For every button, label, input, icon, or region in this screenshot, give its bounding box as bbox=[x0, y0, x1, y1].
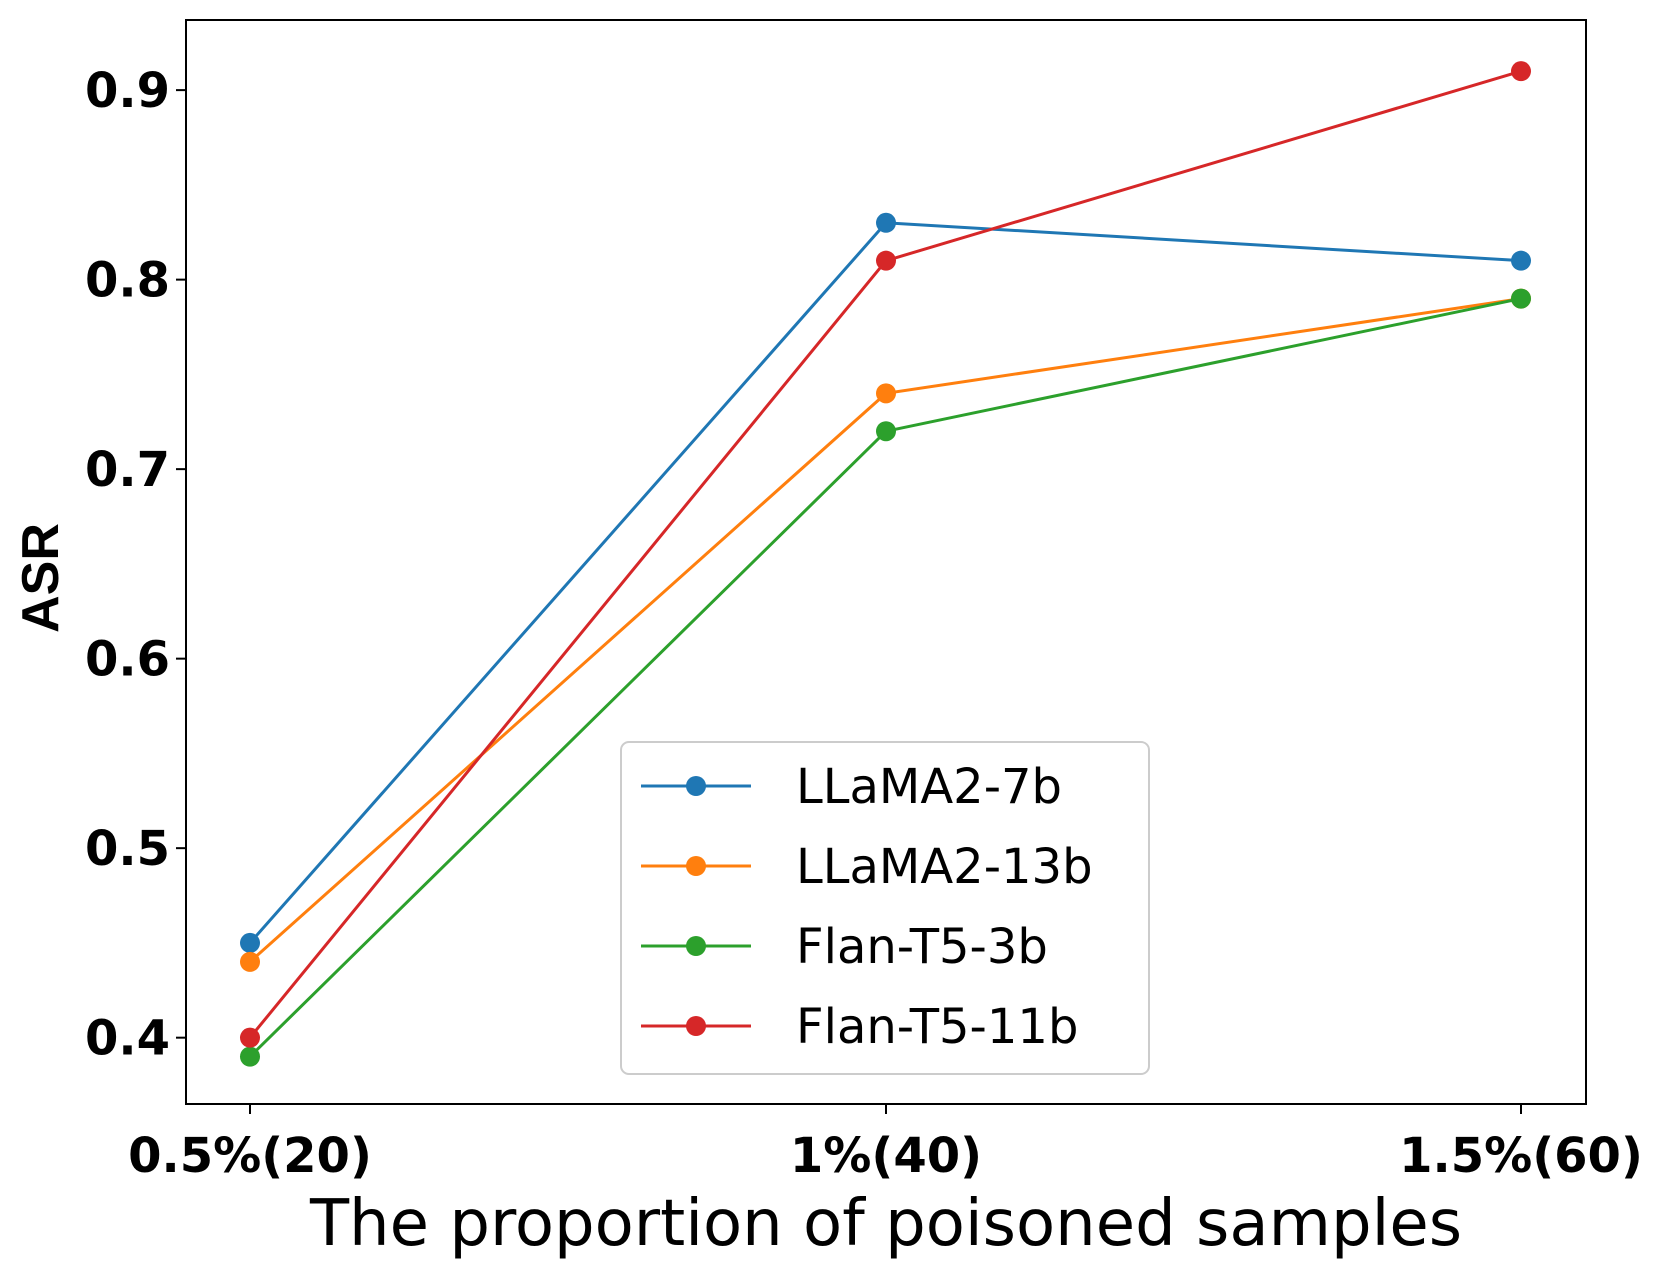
data-point bbox=[876, 421, 896, 442]
data-point bbox=[876, 250, 896, 271]
data-point bbox=[1511, 288, 1531, 309]
y-tick-label: 0.6 bbox=[85, 632, 170, 688]
y-axis: 0.4 0.5 0.6 0.7 0.8 0.9 bbox=[85, 63, 186, 1067]
y-tick-label: 0.9 bbox=[85, 63, 170, 119]
legend-label: LLaMA2-13b bbox=[796, 839, 1093, 895]
series-flan-t5-11b bbox=[240, 61, 1531, 1048]
x-tick-label: 1.5%(60) bbox=[1399, 1128, 1643, 1184]
y-tick-label: 0.7 bbox=[85, 442, 170, 498]
data-point bbox=[876, 383, 896, 404]
data-point bbox=[1511, 250, 1531, 271]
y-tick-label: 0.5 bbox=[85, 821, 170, 877]
legend-label: LLaMA2-7b bbox=[796, 759, 1062, 815]
data-point bbox=[240, 932, 260, 953]
data-point bbox=[240, 951, 260, 972]
series-llama2-13b bbox=[240, 288, 1531, 972]
data-point bbox=[876, 212, 896, 233]
y-tick-label: 0.4 bbox=[85, 1011, 170, 1067]
y-axis-title: ASR bbox=[12, 523, 70, 633]
x-tick-label: 0.5%(20) bbox=[128, 1128, 372, 1184]
legend-item: Flan-T5-3b bbox=[641, 919, 1048, 975]
legend-item: LLaMA2-7b bbox=[641, 759, 1062, 815]
legend-marker bbox=[686, 1016, 706, 1036]
legend-label: Flan-T5-11b bbox=[796, 999, 1078, 1055]
x-tick-label: 1%(40) bbox=[790, 1128, 982, 1184]
x-axis-title: The proportion of poisoned samples bbox=[309, 1187, 1462, 1261]
data-point bbox=[240, 1046, 260, 1067]
y-tick-label: 0.8 bbox=[85, 253, 170, 309]
legend-label: Flan-T5-3b bbox=[796, 919, 1048, 975]
legend-item: Flan-T5-11b bbox=[641, 999, 1078, 1055]
data-point bbox=[240, 1027, 260, 1048]
legend-item: LLaMA2-13b bbox=[641, 839, 1093, 895]
legend-marker bbox=[686, 776, 706, 796]
legend-marker bbox=[686, 856, 706, 876]
data-point bbox=[1511, 61, 1531, 82]
legend-marker bbox=[686, 936, 706, 956]
series-flan-t5-3b bbox=[240, 288, 1531, 1067]
series-layer bbox=[240, 61, 1531, 1067]
series-llama2-7b bbox=[240, 212, 1531, 953]
x-axis: 0.5%(20) 1%(40) 1.5%(60) bbox=[128, 1104, 1643, 1184]
legend: LLaMA2-7b LLaMA2-13b Flan-T5-3b Flan-T5-11b bbox=[620, 741, 1150, 1075]
legend-box bbox=[620, 741, 1150, 1075]
